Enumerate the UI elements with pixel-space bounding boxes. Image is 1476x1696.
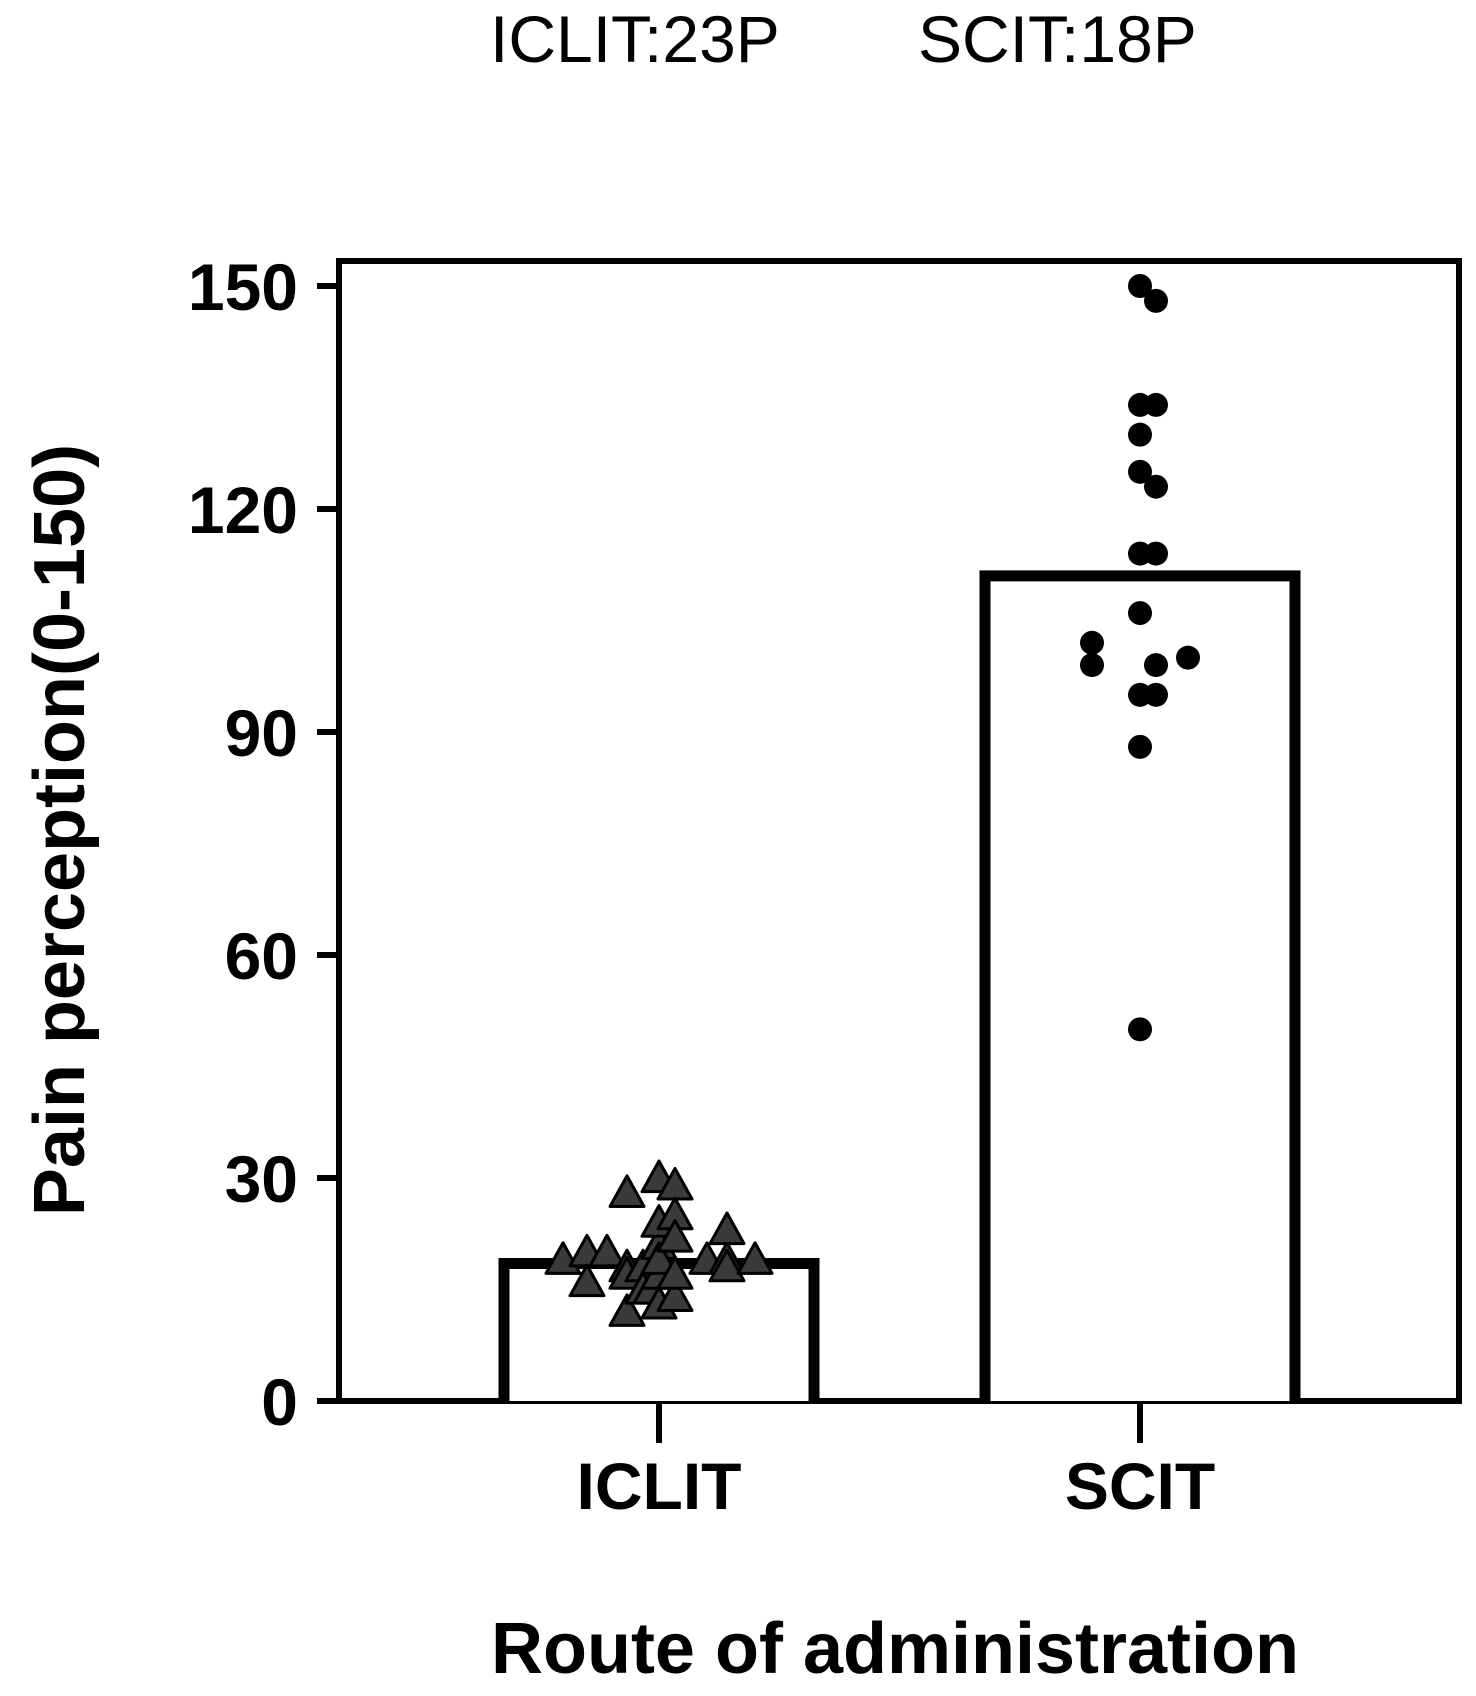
y-axis-ticks: 0 30 60 90 120 150 bbox=[188, 250, 339, 1439]
point-scit bbox=[1080, 653, 1104, 678]
point-scit bbox=[1128, 422, 1152, 447]
point-iclit bbox=[608, 1293, 646, 1327]
plot-frame bbox=[336, 258, 1462, 1404]
point-iclit bbox=[656, 1256, 694, 1290]
point-scit bbox=[1128, 1017, 1152, 1042]
point-scit bbox=[1144, 541, 1168, 566]
point-iclit bbox=[656, 1278, 694, 1313]
y-axis-title: Pain perception(0-150) bbox=[20, 444, 100, 1216]
point-iclit bbox=[608, 1174, 646, 1208]
point-scit bbox=[1128, 601, 1152, 626]
point-scit bbox=[1144, 288, 1168, 313]
point-scit bbox=[1128, 734, 1152, 759]
x-axis-title: Route of administration bbox=[491, 1609, 1299, 1689]
point-iclit bbox=[640, 1241, 678, 1275]
point-scit bbox=[1144, 653, 1168, 678]
header-label-scit: SCIT:18P bbox=[918, 2, 1197, 76]
x-axis-ticks: ICLIT SCIT bbox=[577, 1401, 1215, 1523]
point-scit bbox=[1144, 682, 1168, 707]
bars bbox=[498, 570, 1301, 1401]
point-scit bbox=[1128, 459, 1152, 484]
point-iclit bbox=[568, 1263, 606, 1298]
point-scit bbox=[1144, 392, 1168, 417]
point-scit bbox=[1144, 474, 1168, 499]
header-label-iclit: ICLIT:23P bbox=[490, 2, 780, 76]
x-tick-label: SCIT bbox=[1065, 1449, 1215, 1523]
bar-scit bbox=[979, 570, 1301, 1401]
data-points bbox=[544, 274, 1200, 1327]
y-tick-label: 0 bbox=[261, 1365, 298, 1439]
y-tick-label: 60 bbox=[225, 919, 298, 993]
point-iclit bbox=[656, 1218, 694, 1253]
point-iclit bbox=[588, 1233, 626, 1268]
point-scit bbox=[1128, 274, 1152, 298]
point-iclit bbox=[736, 1241, 774, 1275]
y-tick-label: 30 bbox=[225, 1142, 298, 1216]
point-iclit bbox=[708, 1248, 746, 1283]
x-tick-label: ICLIT bbox=[577, 1449, 742, 1523]
y-tick-label: 90 bbox=[225, 696, 298, 770]
point-scit bbox=[1176, 645, 1200, 670]
point-iclit bbox=[708, 1211, 746, 1246]
y-tick-label: 150 bbox=[188, 250, 298, 324]
y-tick-label: 120 bbox=[188, 473, 298, 547]
point-scit bbox=[1080, 630, 1104, 655]
